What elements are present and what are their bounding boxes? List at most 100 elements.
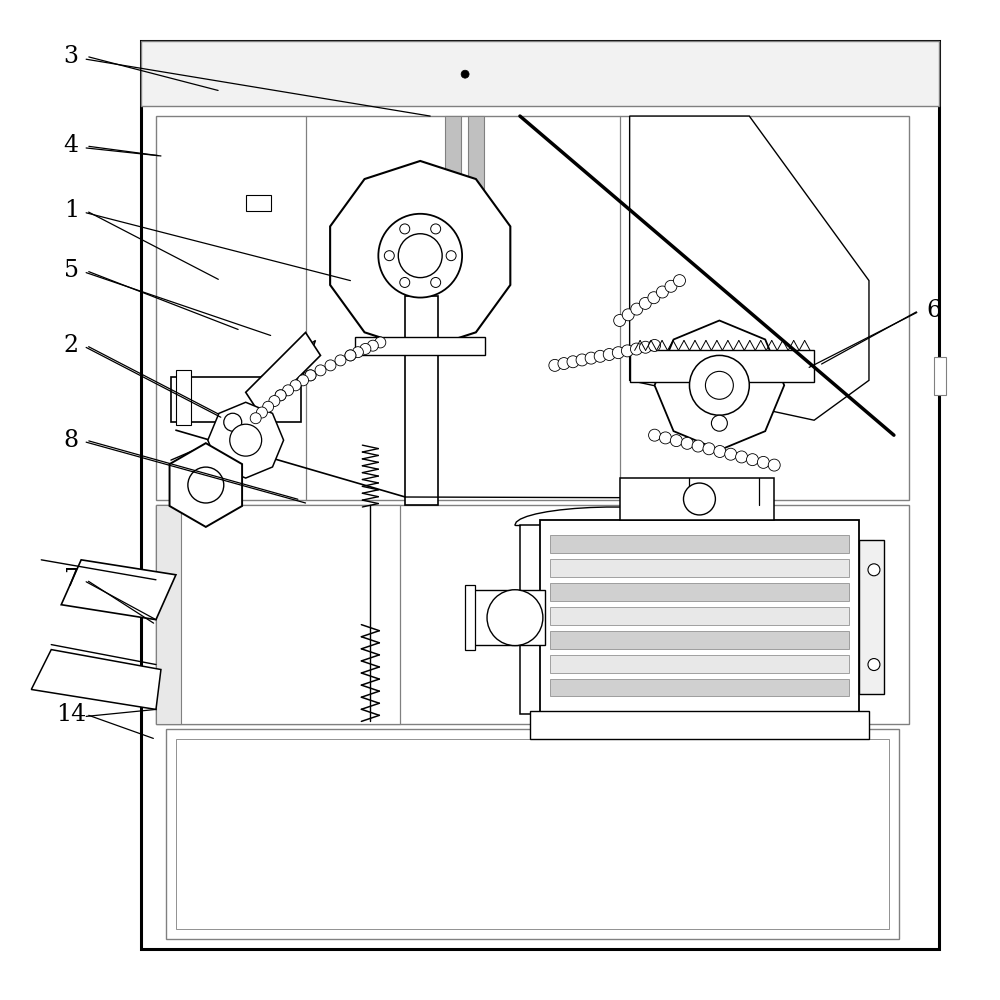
Circle shape [375,337,386,348]
Circle shape [692,440,704,452]
Circle shape [325,360,336,371]
Bar [470,590,545,645]
Circle shape [256,407,267,418]
Circle shape [674,275,685,287]
Circle shape [283,385,294,396]
Circle shape [188,467,224,503]
Bar [550,607,849,625]
Bar [156,116,909,500]
Bar [141,41,939,949]
Polygon shape [31,650,161,709]
Bar [550,535,849,553]
Bar [550,679,849,696]
Bar [530,711,869,739]
Circle shape [298,375,309,386]
Circle shape [594,350,606,362]
Circle shape [576,354,588,366]
Bar [620,478,774,520]
Circle shape [703,443,715,455]
Circle shape [446,251,456,261]
Circle shape [648,292,660,304]
Polygon shape [170,443,242,527]
Circle shape [622,309,634,321]
Bar [468,116,484,236]
Polygon shape [246,332,320,415]
Circle shape [746,454,758,466]
Text: 2: 2 [64,334,79,357]
Text: 1: 1 [64,199,79,222]
Circle shape [612,347,624,359]
Circle shape [400,277,410,287]
Bar [540,520,859,714]
Circle shape [649,429,661,441]
Polygon shape [61,560,176,620]
Bar [520,525,714,714]
Bar [859,540,884,694]
Bar [355,337,485,355]
Bar [550,631,849,649]
Circle shape [345,350,356,361]
Circle shape [290,380,301,391]
Circle shape [275,390,286,401]
Circle shape [614,315,626,326]
Circle shape [230,424,262,456]
Text: 8: 8 [64,429,79,452]
Bar [630,350,814,382]
Circle shape [400,224,410,234]
Circle shape [398,234,442,278]
Circle shape [689,355,749,415]
Text: 6: 6 [926,299,941,322]
Circle shape [603,349,615,360]
Circle shape [640,341,651,353]
Bar [405,296,438,505]
Circle shape [250,413,261,424]
Circle shape [868,564,880,576]
Circle shape [725,448,737,460]
Circle shape [384,251,394,261]
Bar [156,505,400,724]
Text: 14: 14 [56,703,86,726]
Circle shape [263,401,274,412]
Text: 4: 4 [64,134,79,157]
Bar [166,729,899,939]
Bar [171,377,301,422]
Circle shape [585,352,597,364]
Circle shape [345,350,356,361]
Circle shape [558,358,570,370]
Circle shape [567,356,579,368]
Circle shape [768,459,780,471]
Circle shape [431,277,441,287]
Circle shape [711,415,727,431]
Circle shape [649,339,661,351]
Bar [156,505,181,724]
Bar [934,357,946,395]
Circle shape [683,483,715,515]
Bar [465,585,475,650]
Bar [445,116,461,236]
Circle shape [378,214,462,298]
Circle shape [224,413,242,431]
Bar [246,195,271,211]
Circle shape [757,456,769,468]
Circle shape [630,343,642,355]
Circle shape [360,343,371,354]
Circle shape [269,396,280,407]
Bar [550,583,849,601]
Circle shape [621,345,633,357]
Circle shape [736,451,748,463]
Circle shape [305,370,316,381]
Circle shape [665,280,677,292]
Polygon shape [231,340,316,445]
Polygon shape [208,402,284,478]
Bar [550,559,849,577]
Polygon shape [630,116,869,420]
Circle shape [275,390,286,401]
Circle shape [670,435,682,447]
Circle shape [367,340,378,351]
Text: 7: 7 [64,568,79,591]
Circle shape [335,355,346,366]
Circle shape [714,446,726,457]
Bar [156,505,909,724]
Bar [176,370,191,425]
Polygon shape [330,161,510,350]
